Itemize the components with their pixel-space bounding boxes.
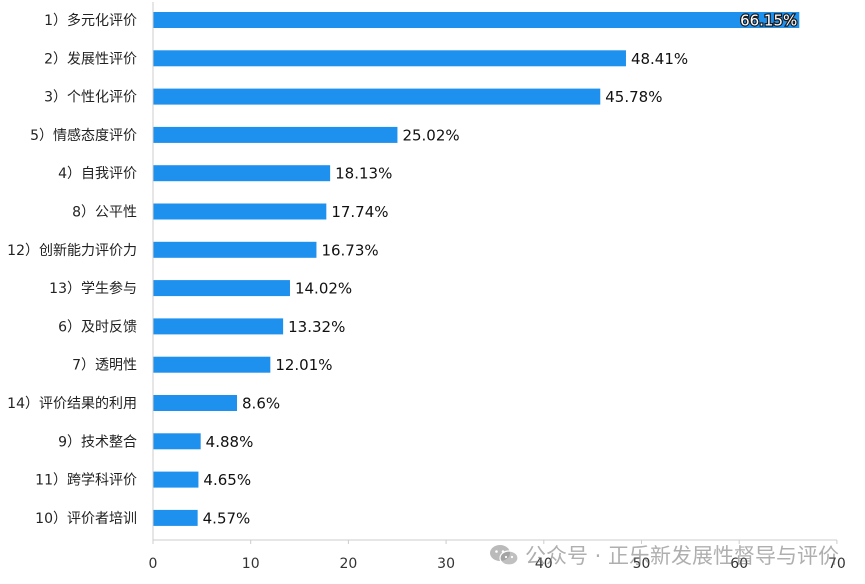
x-tick-label: 30 bbox=[437, 556, 455, 572]
watermark: 公众号 · 正乐新发展性督导与评价 bbox=[489, 540, 839, 570]
category-label: 1）多元化评价 bbox=[44, 12, 137, 29]
category-label: 9）技术整合 bbox=[58, 434, 137, 450]
bar bbox=[153, 50, 626, 67]
category-label: 3）个性化评价 bbox=[44, 90, 137, 106]
x-tick-label: 50 bbox=[633, 556, 651, 572]
bars-group bbox=[153, 12, 800, 526]
watermark-text: 公众号 · 正乐新发展性督导与评价 bbox=[524, 544, 839, 568]
category-label: 5）情感态度评价 bbox=[30, 127, 137, 144]
x-tick-label: 40 bbox=[535, 556, 553, 572]
x-tick-label: 60 bbox=[730, 556, 748, 572]
value-label: 48.41% bbox=[631, 50, 688, 68]
x-axis-ticks: 0 10 20 30 40 50 60 70 bbox=[149, 540, 846, 572]
wechat-icon bbox=[489, 545, 519, 566]
bar bbox=[153, 126, 398, 143]
value-labels: 66.15% 48.41% 45.78% 25.02% 18.13% 17.74% 16.7… bbox=[203, 10, 799, 527]
value-label: 17.74% bbox=[331, 203, 388, 221]
bar bbox=[153, 280, 290, 297]
category-label: 2）发展性评价 bbox=[44, 51, 137, 67]
bar bbox=[153, 318, 284, 335]
bar bbox=[153, 203, 327, 220]
value-label: 8.6% bbox=[242, 395, 280, 413]
category-labels: 1）多元化评价 2）发展性评价 3）个性化评价 5）情感态度评价 4）自我评价 8）公平性… bbox=[7, 12, 137, 527]
value-label: 45.78% bbox=[605, 88, 662, 106]
value-label: 16.73% bbox=[321, 241, 378, 259]
category-label: 11）跨学科评价 bbox=[35, 473, 137, 489]
category-label: 8）公平性 bbox=[72, 205, 137, 221]
category-label: 12）创新能力评价力 bbox=[7, 243, 137, 259]
category-label: 13）学生参与 bbox=[49, 280, 137, 297]
bar bbox=[153, 88, 601, 105]
x-tick-label: 70 bbox=[828, 556, 846, 572]
bar bbox=[153, 471, 199, 488]
bar bbox=[153, 12, 800, 28]
x-tick-label: 0 bbox=[149, 556, 158, 572]
value-label: 66.15% bbox=[740, 12, 797, 30]
bar bbox=[153, 433, 201, 450]
category-label: 14）评价结果的利用 bbox=[7, 396, 137, 412]
bar bbox=[153, 241, 317, 258]
value-label: 13.32% bbox=[288, 318, 345, 336]
bar bbox=[153, 509, 198, 526]
category-label: 10）评价者培训 bbox=[35, 511, 137, 527]
value-label: 4.57% bbox=[203, 509, 251, 527]
value-label: 12.01% bbox=[275, 356, 332, 374]
x-tick-label: 20 bbox=[339, 556, 357, 572]
category-label: 7）透明性 bbox=[72, 358, 137, 374]
value-label: 25.02% bbox=[402, 126, 459, 144]
value-label: 14.02% bbox=[295, 280, 352, 298]
bar bbox=[153, 165, 331, 182]
category-label: 4）自我评价 bbox=[58, 166, 137, 182]
value-label: 4.88% bbox=[206, 433, 254, 451]
bar bbox=[153, 395, 238, 411]
value-label: 4.65% bbox=[203, 471, 251, 489]
category-label: 6）及时反馈 bbox=[58, 319, 137, 335]
x-tick-label: 10 bbox=[242, 556, 260, 572]
value-label: 18.13% bbox=[335, 165, 392, 183]
bar bbox=[153, 356, 271, 373]
